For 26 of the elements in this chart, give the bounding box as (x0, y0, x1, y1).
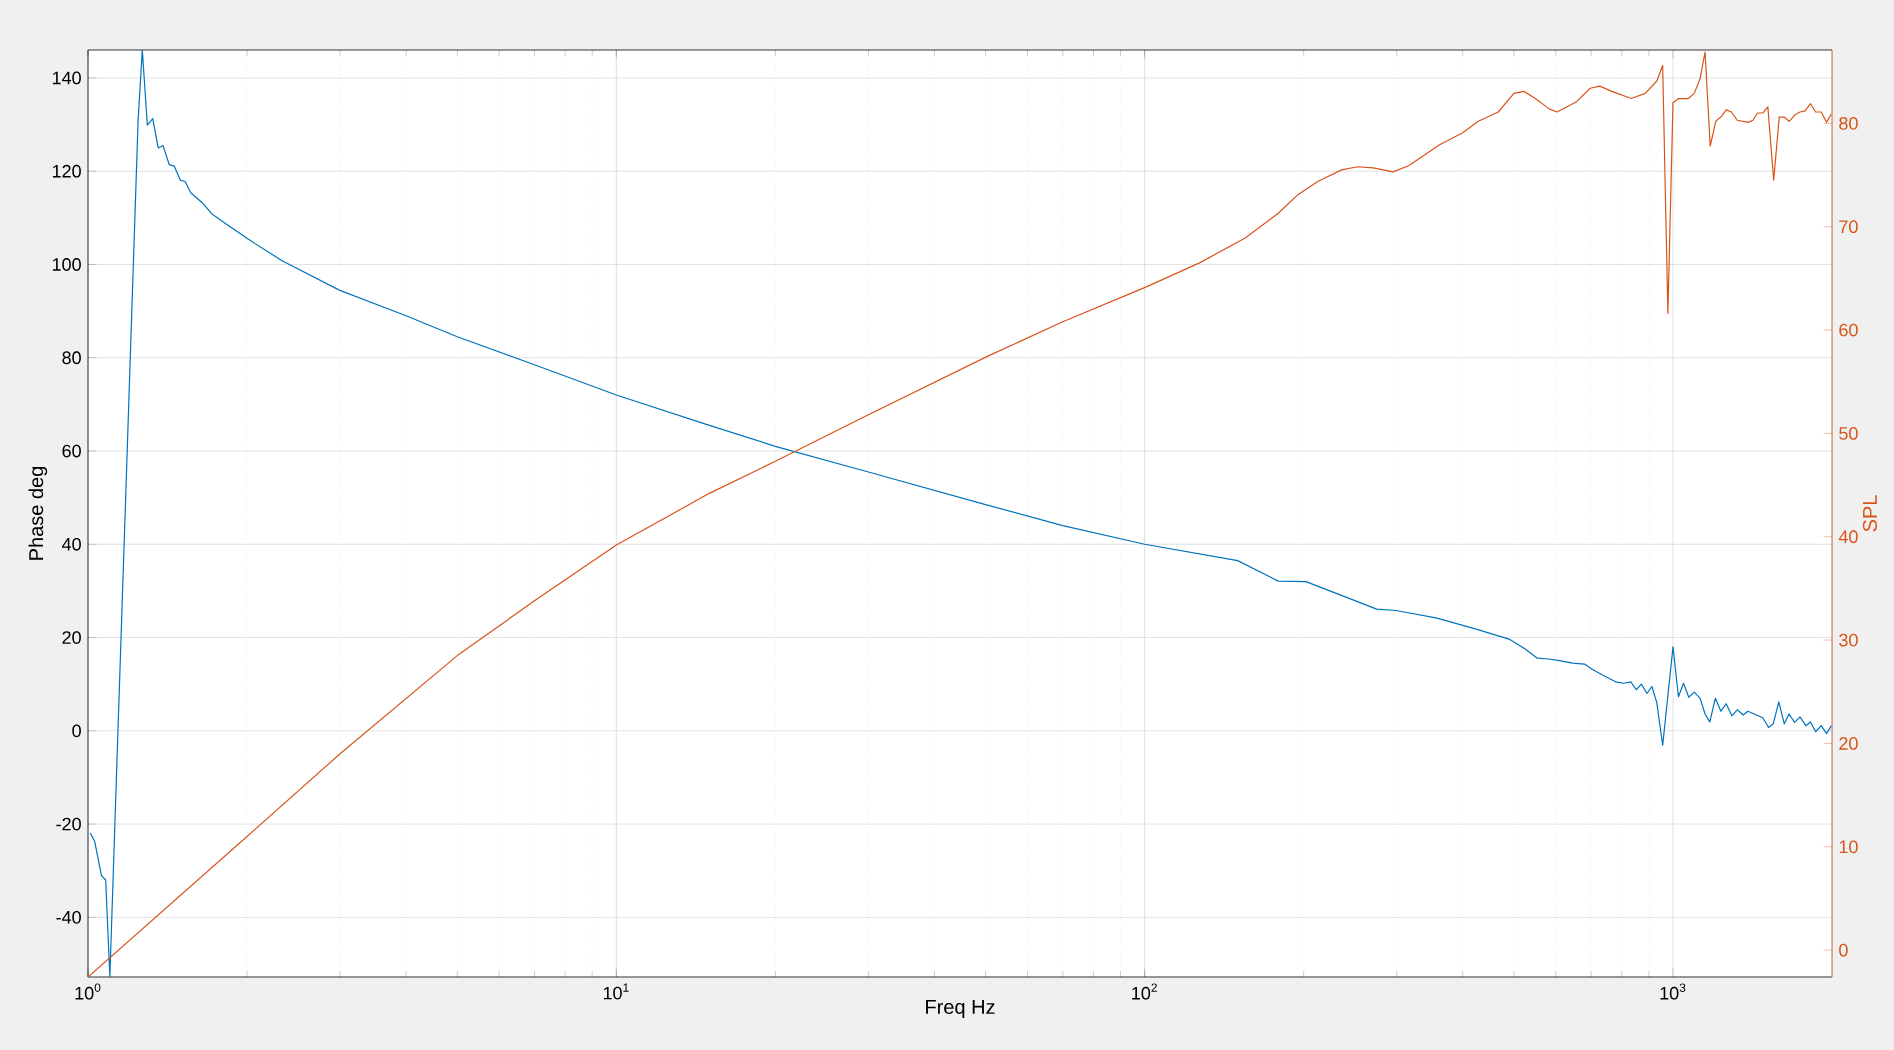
y2-tick-label: 80 (1839, 116, 1858, 130)
y-tick-label: -20 (56, 817, 81, 831)
y2-tick-label: 50 (1839, 427, 1858, 440)
y2-tick-label: 70 (1839, 220, 1858, 234)
x-tick-label: 10$^{2}$ (1132, 983, 1157, 1000)
y-tick-label: 60 (62, 444, 81, 458)
y2-tick-label: 10 (1839, 840, 1858, 854)
y-tick-label: 80 (62, 351, 81, 365)
y-tick-label: 40 (61, 537, 81, 551)
y-tick-label: 120 (52, 164, 81, 178)
y-tick-label: 100 (52, 258, 81, 271)
y-tick-label: -40 (56, 910, 81, 924)
y2-tick-label: 30 (1839, 633, 1858, 647)
y-tick-label: 0 (72, 724, 81, 738)
y2-tick-label: 0 (1839, 943, 1848, 957)
y2-axis-title: SPL (1862, 495, 1877, 532)
y2-tick-label: 20 (1839, 737, 1858, 750)
x-tick-label: 10$^{1}$ (603, 983, 629, 1000)
y-axis-title: Phase deg (28, 466, 48, 560)
x-axis-title: Freq Hz (926, 999, 995, 1018)
y2-tick-label: 60 (1839, 323, 1858, 337)
x-tick-label: 10$^{0}$ (75, 983, 101, 1000)
y2-tick-label: 40 (1838, 530, 1858, 544)
x-tick-label: 10$^{3}$ (1660, 983, 1686, 1000)
y-tick-label: 20 (62, 631, 81, 644)
y-tick-label: 140 (52, 71, 81, 85)
